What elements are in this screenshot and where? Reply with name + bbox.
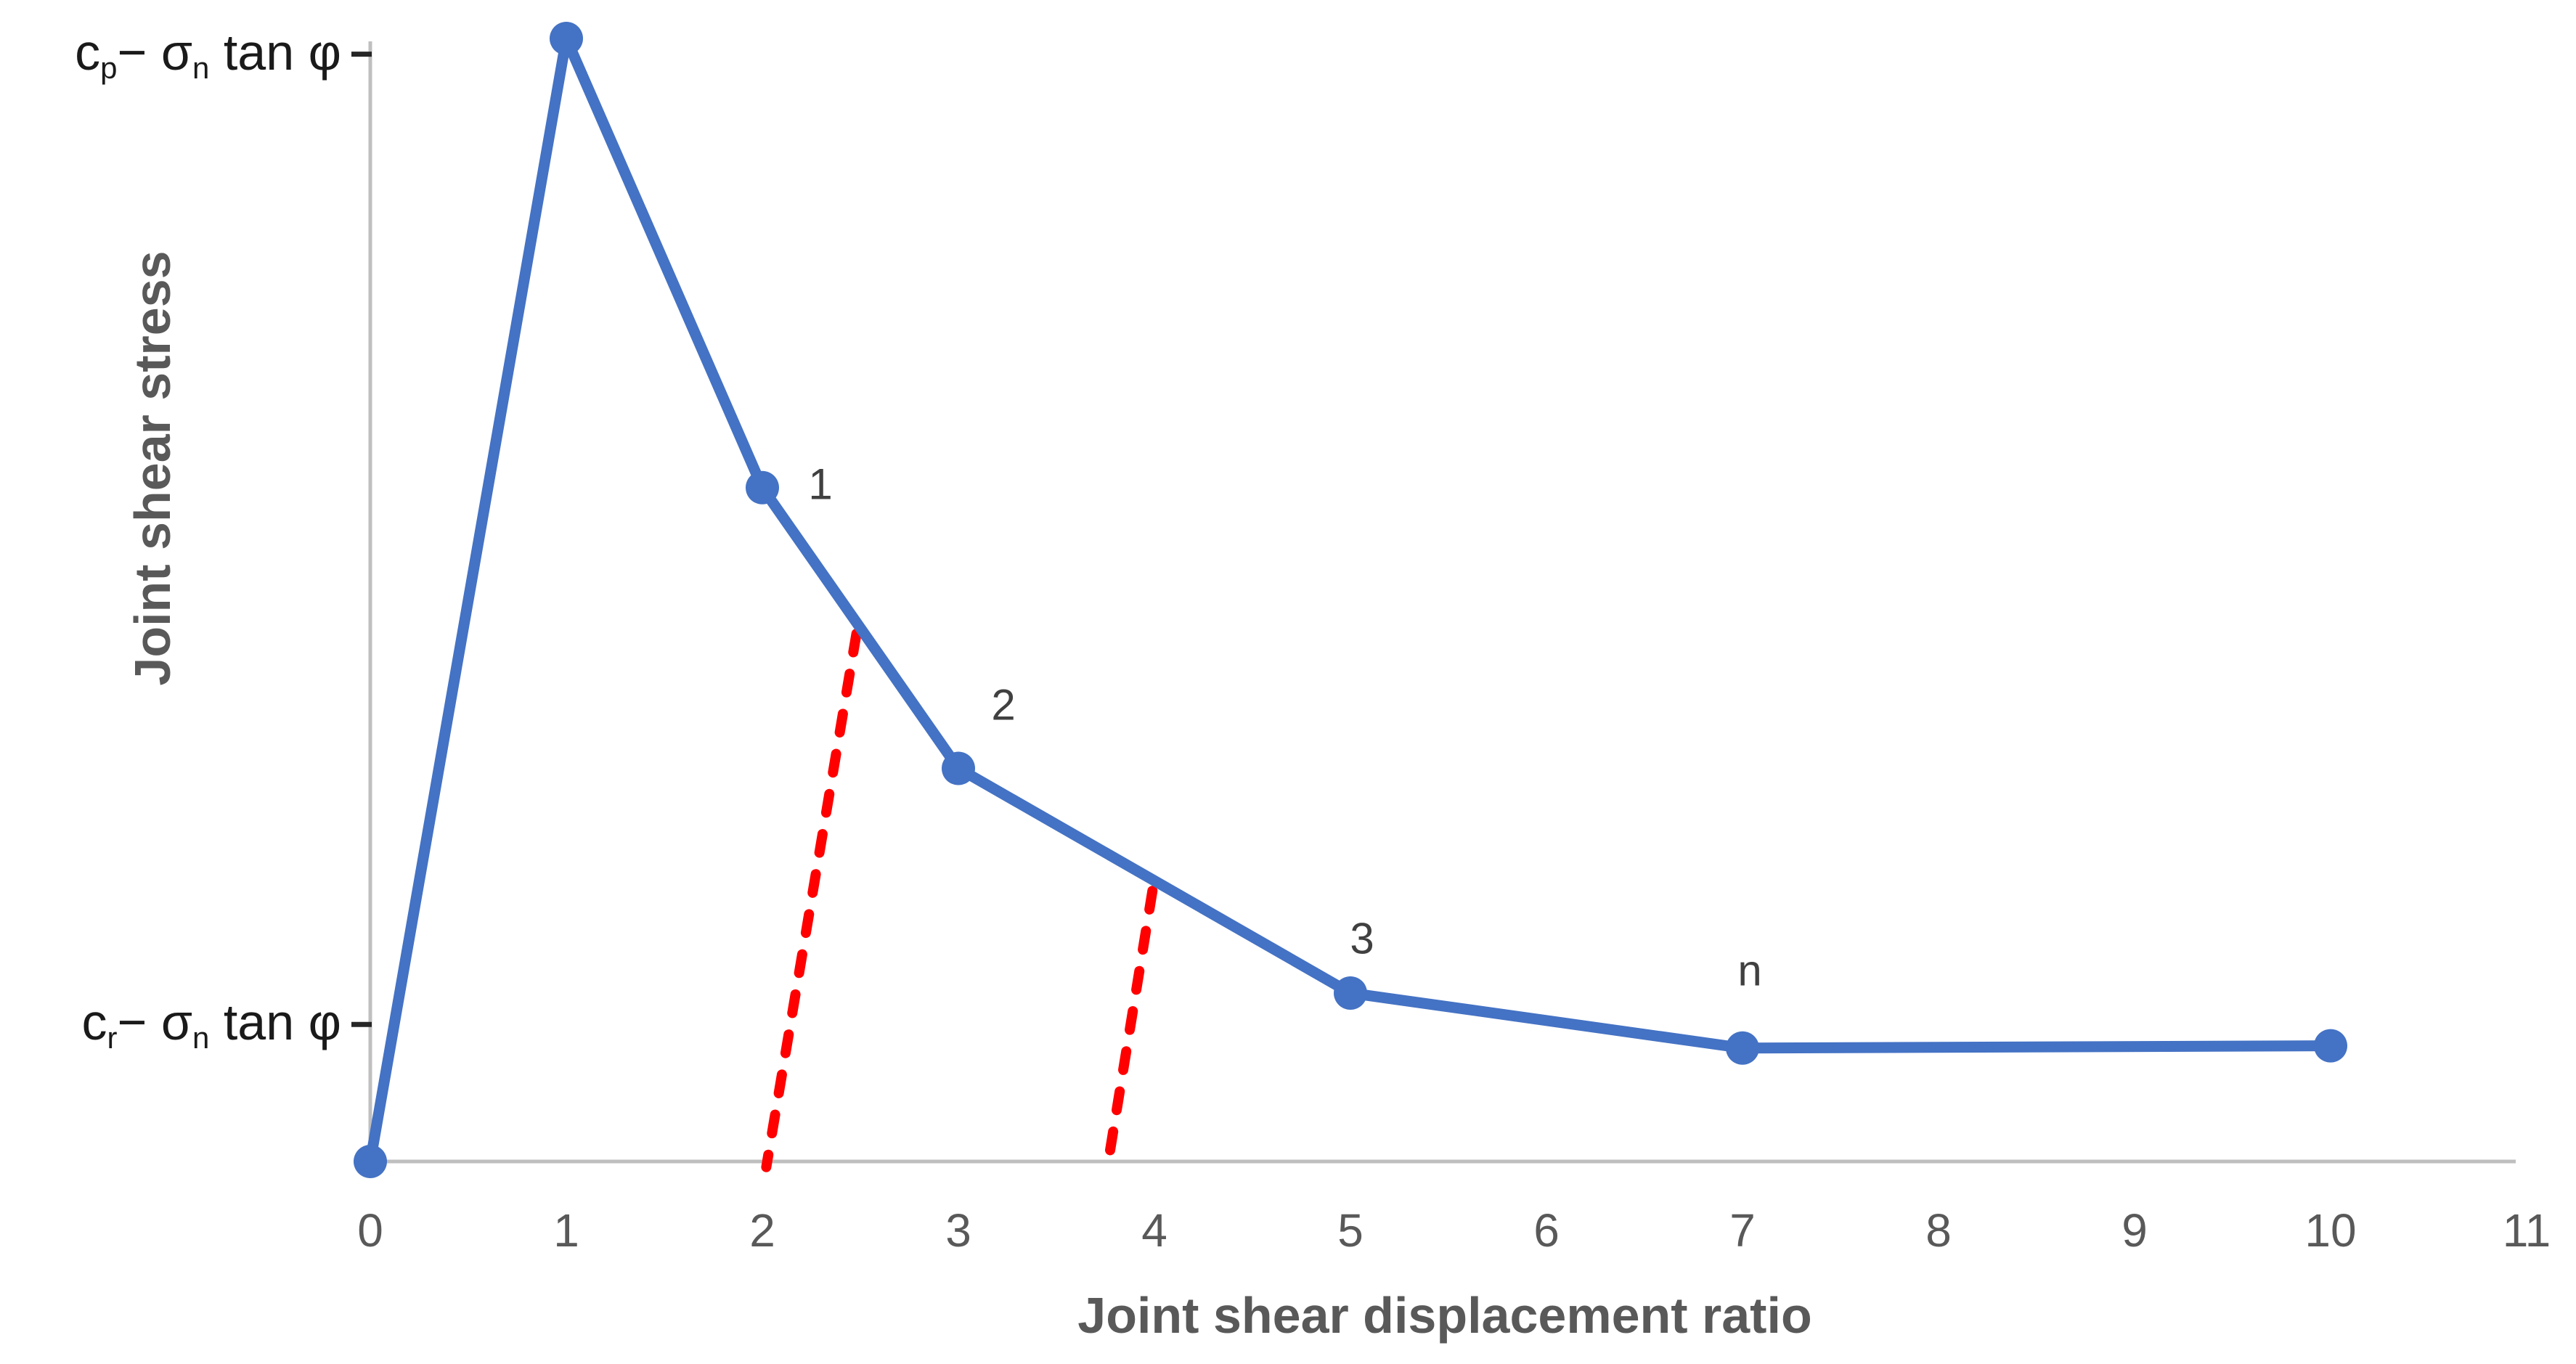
x-tick-label: 1 <box>553 1204 579 1257</box>
x-tick-label: 3 <box>945 1204 971 1257</box>
point-annotation-label: 3 <box>1350 914 1374 963</box>
data-point-dot <box>550 22 583 55</box>
data-point-dot <box>1334 976 1367 1010</box>
x-tick-label: 5 <box>1337 1204 1364 1257</box>
point-annotation-label: n <box>1737 946 1762 995</box>
label-subscript: r <box>107 1021 118 1055</box>
label-text-part: − σ <box>117 994 193 1051</box>
label-subscript: p <box>100 50 118 85</box>
label-subscript: n <box>192 1021 210 1055</box>
label-text-part: tan φ <box>209 23 341 81</box>
x-tick-label: 0 <box>357 1204 383 1257</box>
point-annotation-label: 2 <box>991 680 1016 730</box>
label-text-part: c <box>81 994 107 1051</box>
label-subscript: n <box>192 50 210 85</box>
red-dashed-guide-2 <box>1102 886 1158 1172</box>
y-axis-reference-label-peak: cp− σn tan φ <box>75 23 341 86</box>
x-tick-label: 8 <box>1925 1204 1952 1257</box>
x-tick-label: 6 <box>1533 1204 1560 1257</box>
y-axis-reference-label-residual: cr− σn tan φ <box>82 993 342 1055</box>
x-tick-label: 11 <box>2502 1204 2551 1257</box>
point-annotation-label: 1 <box>808 460 833 509</box>
x-tick-label: 10 <box>2304 1204 2357 1257</box>
label-text-part: tan φ <box>209 994 341 1051</box>
data-point-dot <box>746 470 779 505</box>
x-tick-label: 7 <box>1729 1204 1756 1257</box>
x-tick-label: 2 <box>749 1204 775 1257</box>
label-text-part: − σ <box>117 23 193 81</box>
x-tick-label: 9 <box>2121 1204 2148 1257</box>
data-point-dot <box>354 1145 387 1178</box>
label-text-part: c <box>75 23 101 81</box>
x-tick-label: 4 <box>1141 1204 1167 1257</box>
y-axis-title: Joint shear stress <box>124 250 181 686</box>
data-point-dot <box>942 751 975 785</box>
data-point-dot <box>2314 1029 2347 1063</box>
data-point-dot <box>1726 1031 1759 1065</box>
red-dashed-guide-1 <box>761 628 862 1172</box>
x-axis-title: Joint shear displacement ratio <box>1077 1287 1812 1344</box>
